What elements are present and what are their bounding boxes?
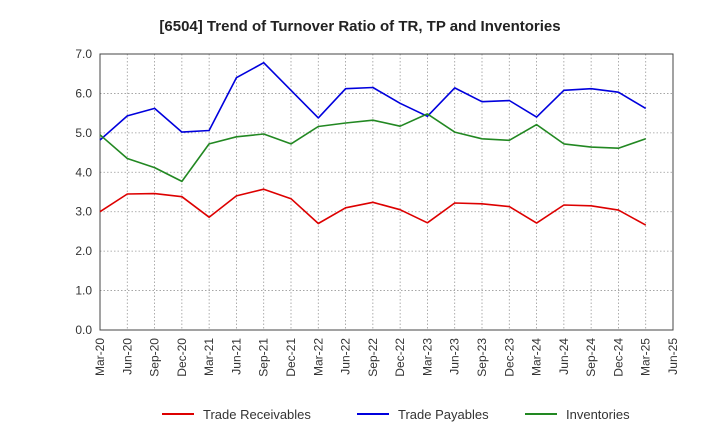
x-tick-label: Dec-22 [393, 338, 407, 377]
x-tick-label: Mar-20 [93, 338, 107, 376]
y-tick-label: 4.0 [75, 165, 92, 179]
y-tick-label: 6.0 [75, 86, 92, 100]
y-tick-label: 2.0 [75, 244, 92, 258]
x-tick-label: Dec-23 [502, 338, 516, 377]
y-axis-ticks: 0.0 1.0 2.0 3.0 4.0 5.0 6.0 7.0 [75, 47, 92, 337]
legend-label-trade-receivables: Trade Receivables [203, 407, 311, 422]
x-tick-label: Mar-23 [420, 338, 434, 376]
x-tick-label: Dec-21 [284, 338, 298, 377]
x-tick-label: Jun-20 [120, 338, 134, 375]
x-axis-ticks: Mar-20 Jun-20 Sep-20 Dec-20 Mar-21 Jun-21 Sep-… [93, 338, 680, 377]
x-tick-label: Sep-21 [257, 338, 271, 377]
series-line-trade-payables [99, 61, 647, 141]
x-tick-label: Dec-20 [175, 338, 189, 377]
x-tick-label: Sep-24 [584, 338, 598, 377]
series-lines [99, 61, 647, 226]
x-tick-label: Dec-24 [611, 338, 625, 377]
chart-title: [6504] Trend of Turnover Ratio of TR, TP… [159, 18, 560, 35]
series-line-trade-receivables [99, 188, 647, 226]
x-tick-label: Jun-24 [557, 338, 571, 375]
legend-label-inventories: Inventories [566, 407, 630, 422]
x-tick-label: Mar-24 [530, 338, 544, 376]
y-tick-label: 3.0 [75, 205, 92, 219]
y-tick-label: 5.0 [75, 126, 92, 140]
x-tick-label: Jun-23 [448, 338, 462, 375]
x-tick-label: Mar-25 [639, 338, 653, 376]
legend-label-trade-payables: Trade Payables [398, 407, 489, 422]
series-line-inventories [99, 113, 646, 183]
y-tick-label: 0.0 [75, 323, 92, 337]
x-tick-label: Sep-23 [475, 338, 489, 377]
plot-frame [99, 53, 674, 331]
legend: Trade Receivables Trade Payables Inventori… [162, 407, 630, 422]
x-tick-label: Sep-20 [148, 338, 162, 377]
x-tick-label: Mar-22 [311, 338, 325, 376]
y-tick-label: 7.0 [75, 47, 92, 61]
x-tick-label: Mar-21 [202, 338, 216, 376]
x-tick-label: Jun-21 [229, 338, 243, 375]
x-tick-label: Jun-25 [666, 338, 680, 375]
x-tick-label: Sep-22 [366, 338, 380, 377]
y-tick-label: 1.0 [75, 284, 92, 298]
x-tick-label: Jun-22 [339, 338, 353, 375]
